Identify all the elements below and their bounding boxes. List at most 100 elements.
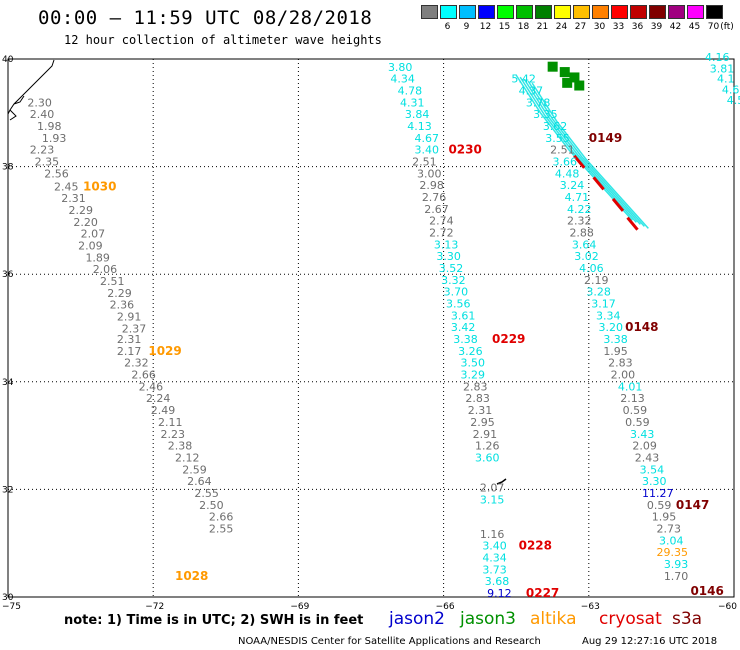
swh-value: 2.31 [468,404,493,417]
swh-value: 3.17 [591,298,616,311]
scale-label: 36 [631,22,644,32]
swh-value: 2.23 [30,144,54,157]
swh-value: 2.20 [73,216,98,229]
swh-value: 3.30 [642,475,667,488]
legend-item-s3a: s3a [672,609,703,629]
swh-value: 3.40 [415,144,440,157]
swh-value: 2.32 [124,357,149,370]
swh-value: 2.51 [550,144,575,157]
swh-value: 2.83 [608,357,633,370]
swh-value: 3.70 [444,286,469,299]
high-swh-mark [626,216,639,231]
swh-value: 2.66 [131,369,156,382]
swh-value: 3.38 [453,333,478,346]
lon-label: −66 [436,602,455,612]
swh-value: 3.55 [545,132,570,145]
swh-value: 1.89 [85,251,110,264]
footer-note: note: 1) Time is in UTC; 2) SWH is in fe… [64,613,364,628]
swh-value: 2.17 [117,345,141,358]
swh-value: 2.29 [69,204,94,217]
swh-value: 2.59 [182,463,207,476]
swh-value: 2.50 [199,499,224,512]
time-tag: 0228 [519,539,552,553]
swh-value: 0.59 [647,499,672,512]
track-band-line [531,82,649,229]
track-band-line [523,78,641,225]
swh-value: 1.95 [652,511,677,524]
swh-value: 3.13 [434,238,459,251]
track-band-line [519,76,637,223]
scale-swatch [478,5,495,19]
legend-item-altika: altika [530,609,577,629]
scale-swatch [687,5,704,19]
scale-unit: (ft) [720,22,734,32]
swh-value: 2.49 [151,404,176,417]
jason3-mark [569,72,580,83]
swh-value: 3.29 [461,369,486,382]
swh-value: 4.37 [519,85,544,98]
scale-swatch [611,5,628,19]
swh-value: 3.40 [482,540,507,553]
swh-value: 3.28 [586,286,611,299]
swh-value: 2.11 [158,416,183,429]
swh-value: 4.34 [482,551,507,564]
page-title: 00:00 – 11:59 UTC 08/28/2018 [38,7,373,29]
scale-label: 39 [650,22,663,32]
time-tag: 0149 [589,131,622,145]
swh-value: 3.43 [630,428,655,441]
swh-value: 4.1 [717,73,735,86]
swh-value: 2.00 [611,369,636,382]
lat-label: 40 [2,55,14,65]
jason3-mark [559,67,570,78]
scale-swatch [573,5,590,19]
scale-label: 18 [517,22,530,32]
swh-value: 4.22 [567,203,592,216]
swh-value: 2.76 [422,191,447,204]
scale-swatch [592,5,609,19]
time-tag: 1029 [148,344,181,358]
scale-swatch [516,5,533,19]
swh-value: 2.74 [429,215,454,228]
scale-swatch [421,5,438,19]
footer-credit: NOAA/NESDIS Center for Satellite Applica… [238,636,541,647]
swh-value: 2.46 [139,380,164,393]
swh-value: 2.07 [480,482,505,495]
bermuda-island [496,478,507,485]
swh-value: 4.71 [565,191,590,204]
swh-value: 2.09 [632,440,657,453]
lon-label: −72 [145,602,164,612]
swh-value: 4.60 [722,83,740,96]
swh-value: 1.26 [475,440,500,453]
swh-value: 4.78 [398,85,423,98]
swh-value: 3.35 [533,108,558,121]
track-band-line [515,74,633,221]
track-band-line [527,80,645,227]
swh-value: 2.35 [35,156,60,169]
swh-value: 2.36 [110,299,135,312]
swh-value: 2.09 [78,239,103,252]
swh-value: 1.98 [37,120,62,133]
scale-swatch [554,5,571,19]
time-tag: 1030 [83,179,116,193]
scale-swatch [535,5,552,19]
swh-value: 3.02 [574,250,599,263]
swh-value: 3.38 [603,333,628,346]
swh-value: 3.26 [458,345,483,358]
swh-value: 2.83 [465,392,490,405]
swh-value: 4.34 [390,73,415,86]
coastline [7,59,55,121]
swh-value: 1.93 [42,132,67,145]
swh-value: 2.66 [209,511,234,524]
scale-label: 9 [463,22,470,32]
swh-value: 2.95 [470,416,495,429]
swh-value: 9.12 [487,587,512,600]
scale-label: 12 [479,22,492,32]
swh-value: 3.32 [441,274,466,287]
swh-value: 29.35 [657,546,689,559]
time-tag: 1028 [175,569,208,583]
swh-value: 3.81 [710,62,735,75]
swh-value: 3.00 [417,167,442,180]
swh-value: 2.55 [194,487,219,500]
swh-value: 2.51 [100,275,125,288]
jason3-mark [574,80,585,91]
